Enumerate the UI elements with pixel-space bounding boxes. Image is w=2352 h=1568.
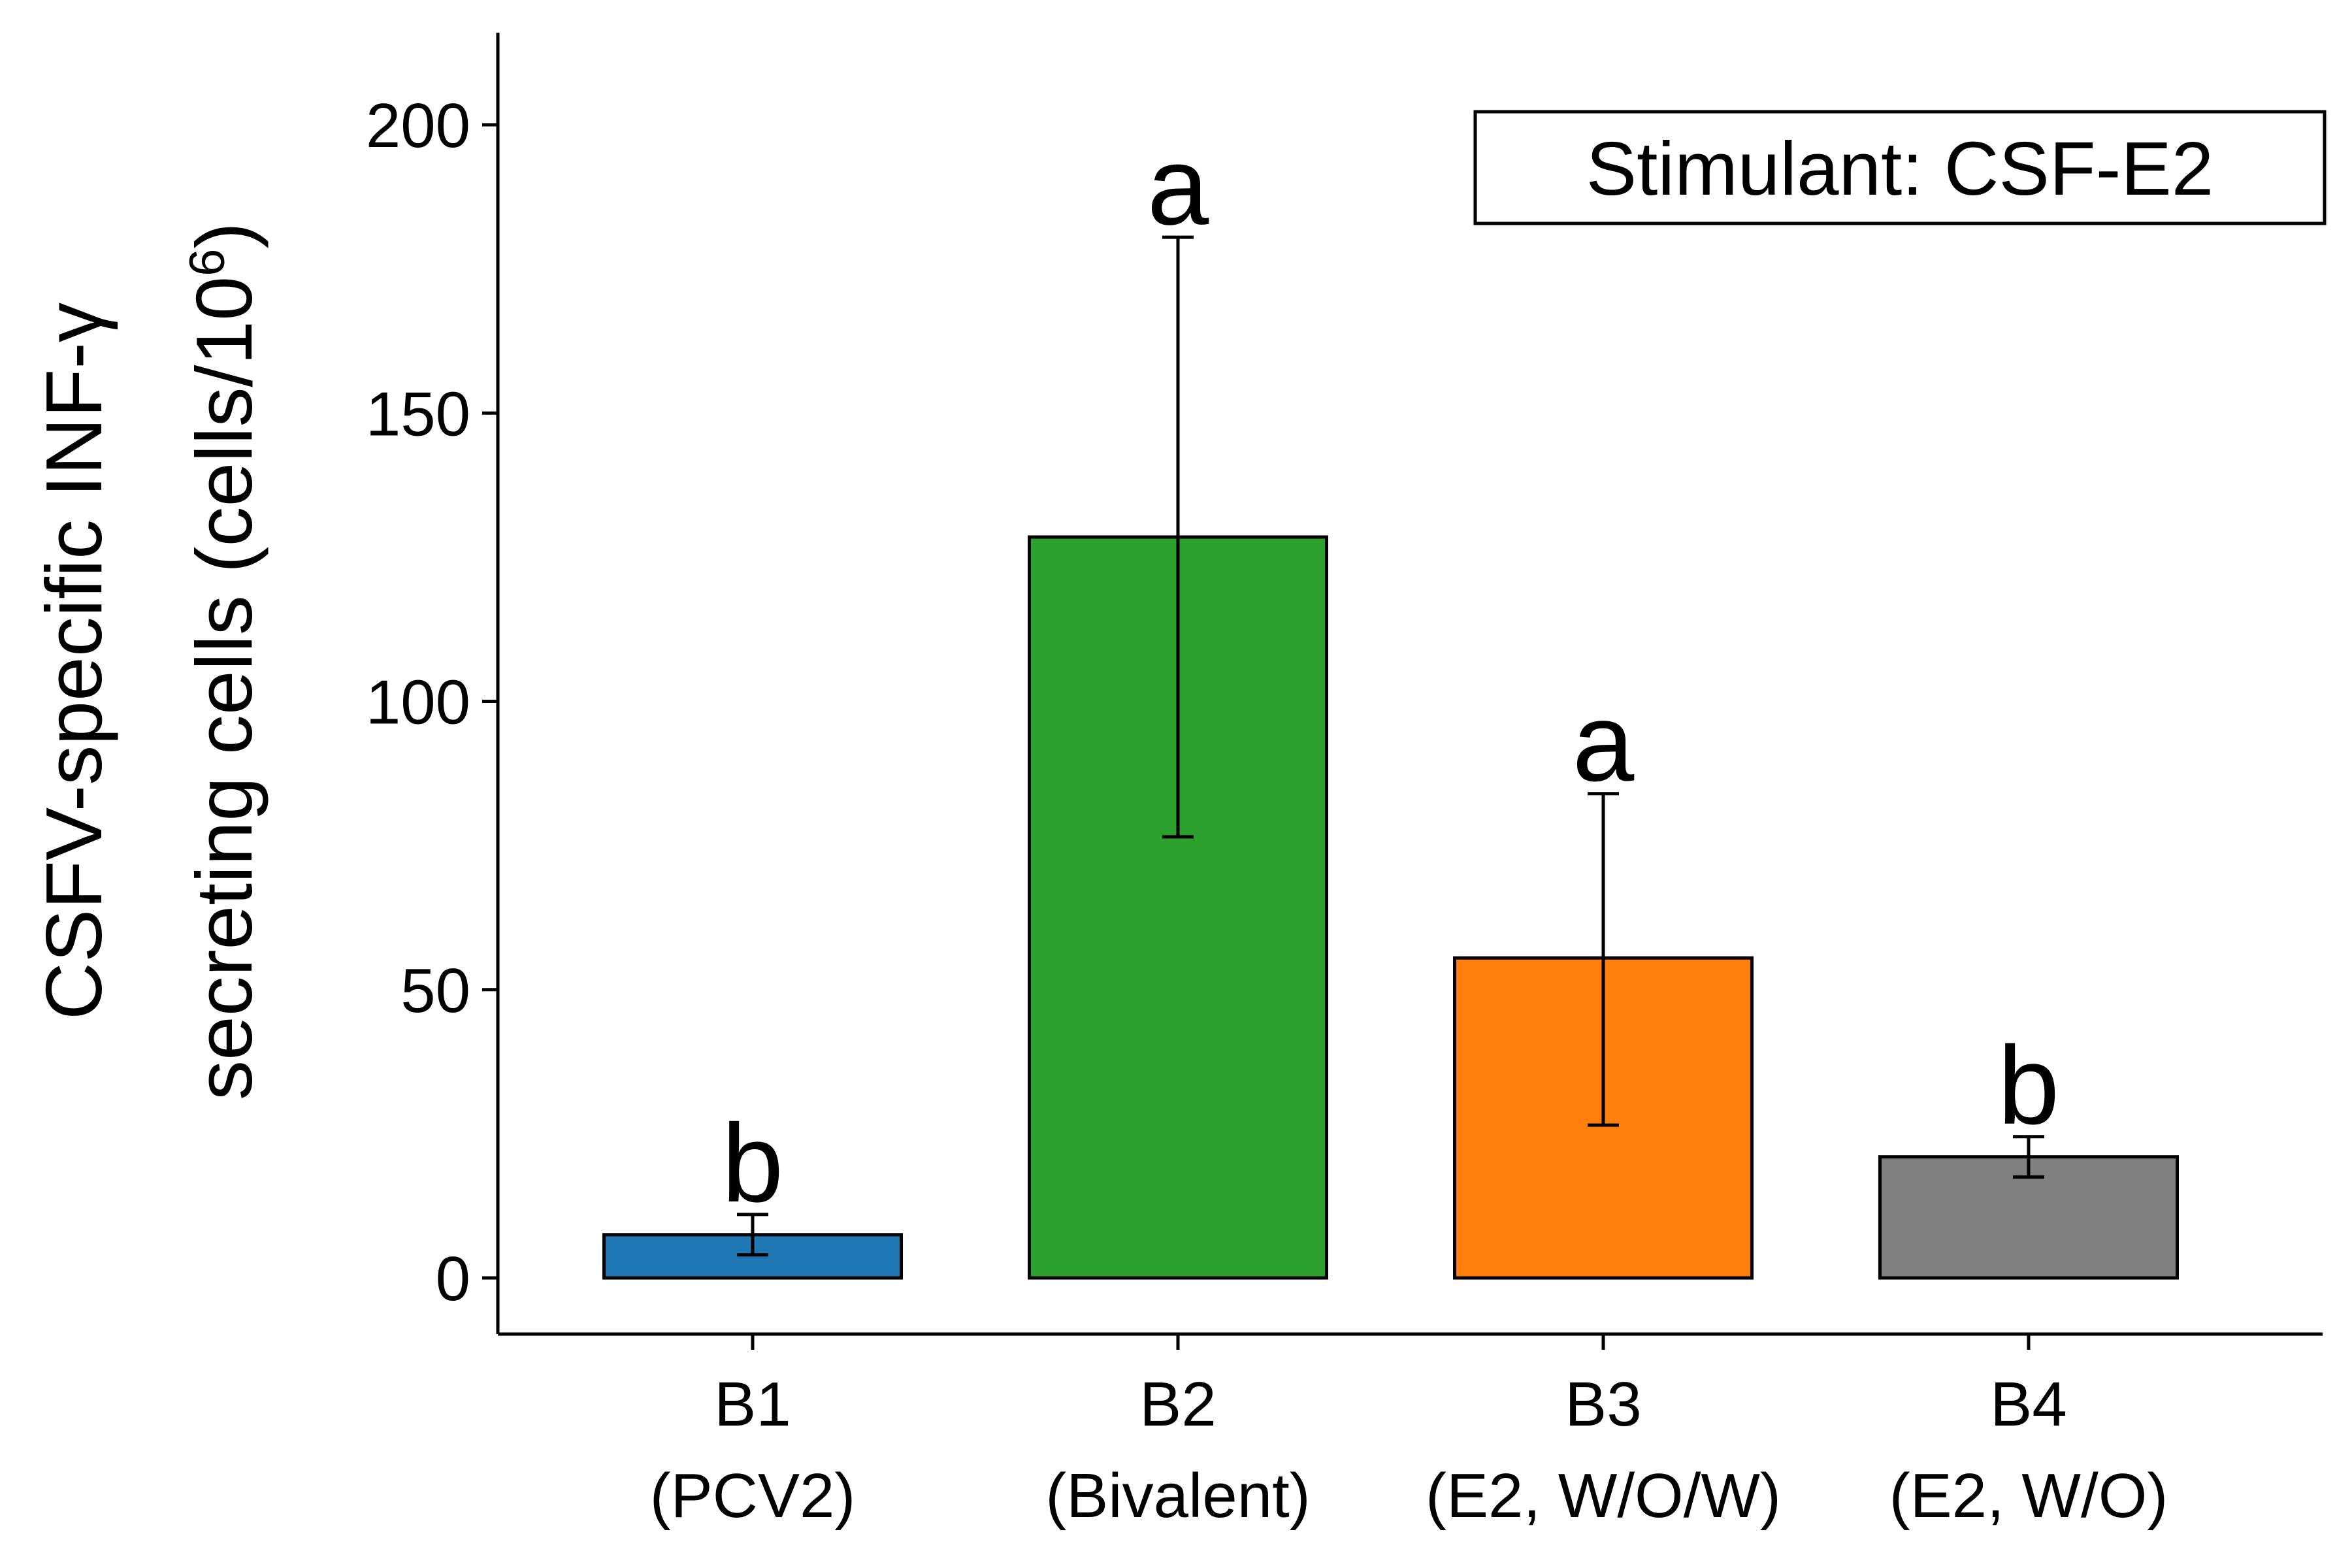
error-bar-b3 bbox=[1588, 792, 1619, 1127]
annotation-frame bbox=[1473, 110, 2327, 225]
axes: 0 50 100 150 200 B1 (PCV2) B2 (Bivalent) B3 (E2, W… bbox=[366, 33, 2323, 1531]
significance-letter-b1: b bbox=[722, 1102, 784, 1226]
x-tick-label-code: B4 bbox=[1990, 1369, 2066, 1439]
significance-letter-b2: a bbox=[1147, 124, 1209, 248]
chart-marks: b a a b bbox=[602, 124, 2179, 1280]
x-tick-label-group: (E2, W/O/W) bbox=[1426, 1461, 1781, 1531]
annotation-box: Stimulant: CSF-E2 bbox=[1473, 110, 2327, 225]
x-tick-label-code: B3 bbox=[1565, 1369, 1641, 1439]
x-tick-label-code: B1 bbox=[714, 1369, 791, 1439]
y-tick-label: 50 bbox=[400, 956, 470, 1026]
y-axis-title-line1: CSFV-specific INF-γ bbox=[29, 302, 118, 1020]
error-bar-b2 bbox=[1162, 235, 1194, 839]
error-bar-b4 bbox=[2013, 1135, 2044, 1179]
y-axis-title: CSFV-specific INF-γ secreting cells (cel… bbox=[29, 222, 269, 1100]
error-bar-b1 bbox=[737, 1213, 768, 1257]
x-tick-label-group: (Bivalent) bbox=[1045, 1461, 1310, 1531]
y-tick-label: 150 bbox=[366, 379, 470, 449]
y-tick-label: 200 bbox=[366, 91, 470, 161]
x-tick-label-group: (E2, W/O) bbox=[1889, 1461, 2168, 1531]
y-axis-title-superscript: 6 bbox=[180, 249, 235, 276]
y-tick-label: 100 bbox=[366, 668, 470, 738]
y-tick-label: 0 bbox=[436, 1244, 470, 1314]
significance-letter-b3: a bbox=[1573, 681, 1635, 805]
significance-letter-b4: b bbox=[1998, 1024, 2060, 1148]
x-tick-label-code: B2 bbox=[1139, 1369, 1216, 1439]
annotation-text: Stimulant: CSF-E2 bbox=[1586, 126, 2214, 211]
x-tick-label-group: (PCV2) bbox=[650, 1461, 856, 1531]
y-axis-title-line2: secreting cells (cells/106) bbox=[180, 222, 269, 1100]
